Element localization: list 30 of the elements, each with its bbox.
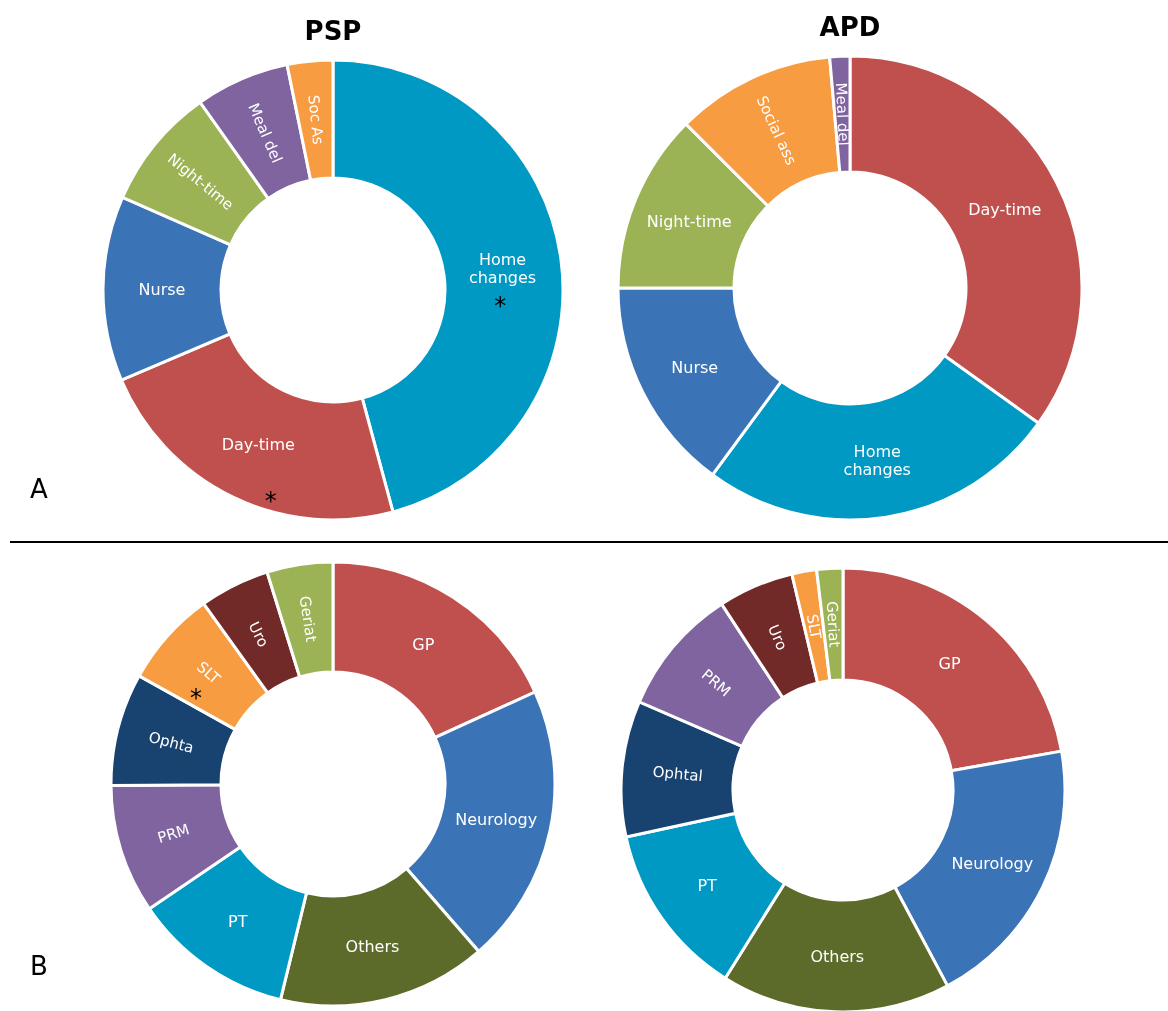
slice-label: Home changes bbox=[468, 249, 537, 286]
slice-label: Ophtal bbox=[651, 762, 704, 786]
text: * bbox=[264, 487, 277, 516]
slice-label: Night-time bbox=[646, 211, 732, 231]
slice-label: Meal del bbox=[831, 82, 853, 147]
slice-label: Day-time bbox=[968, 199, 1042, 219]
slice-label: Nurse bbox=[138, 279, 186, 299]
text: B bbox=[30, 951, 48, 981]
slice-label: Others bbox=[345, 936, 400, 956]
slice-label: Neurology bbox=[455, 809, 538, 829]
text: * bbox=[494, 292, 507, 321]
chart-title: PSP bbox=[304, 16, 362, 46]
slice-label: Meal del bbox=[244, 100, 286, 166]
slice-label: PT bbox=[697, 875, 718, 895]
slice-label: Soc As bbox=[304, 94, 328, 146]
text: A bbox=[30, 474, 48, 504]
slice-label: Others bbox=[810, 946, 865, 966]
slice-label: GP bbox=[938, 653, 961, 673]
slice-label: GP bbox=[412, 634, 435, 654]
slice-label: Home changes bbox=[843, 441, 911, 479]
slice-label: Uro bbox=[764, 621, 791, 653]
slice-label: Nurse bbox=[671, 357, 719, 377]
slice-label: Day-time bbox=[221, 434, 295, 454]
slice-label: Geriat bbox=[295, 594, 321, 644]
slice-label: Ophta bbox=[146, 728, 196, 757]
slice-label: PT bbox=[228, 911, 248, 931]
chart-title: APD bbox=[819, 12, 881, 42]
slice-label: PRM bbox=[155, 820, 192, 848]
slice-label: Uro bbox=[244, 618, 273, 651]
slice-label: Neurology bbox=[951, 853, 1034, 873]
